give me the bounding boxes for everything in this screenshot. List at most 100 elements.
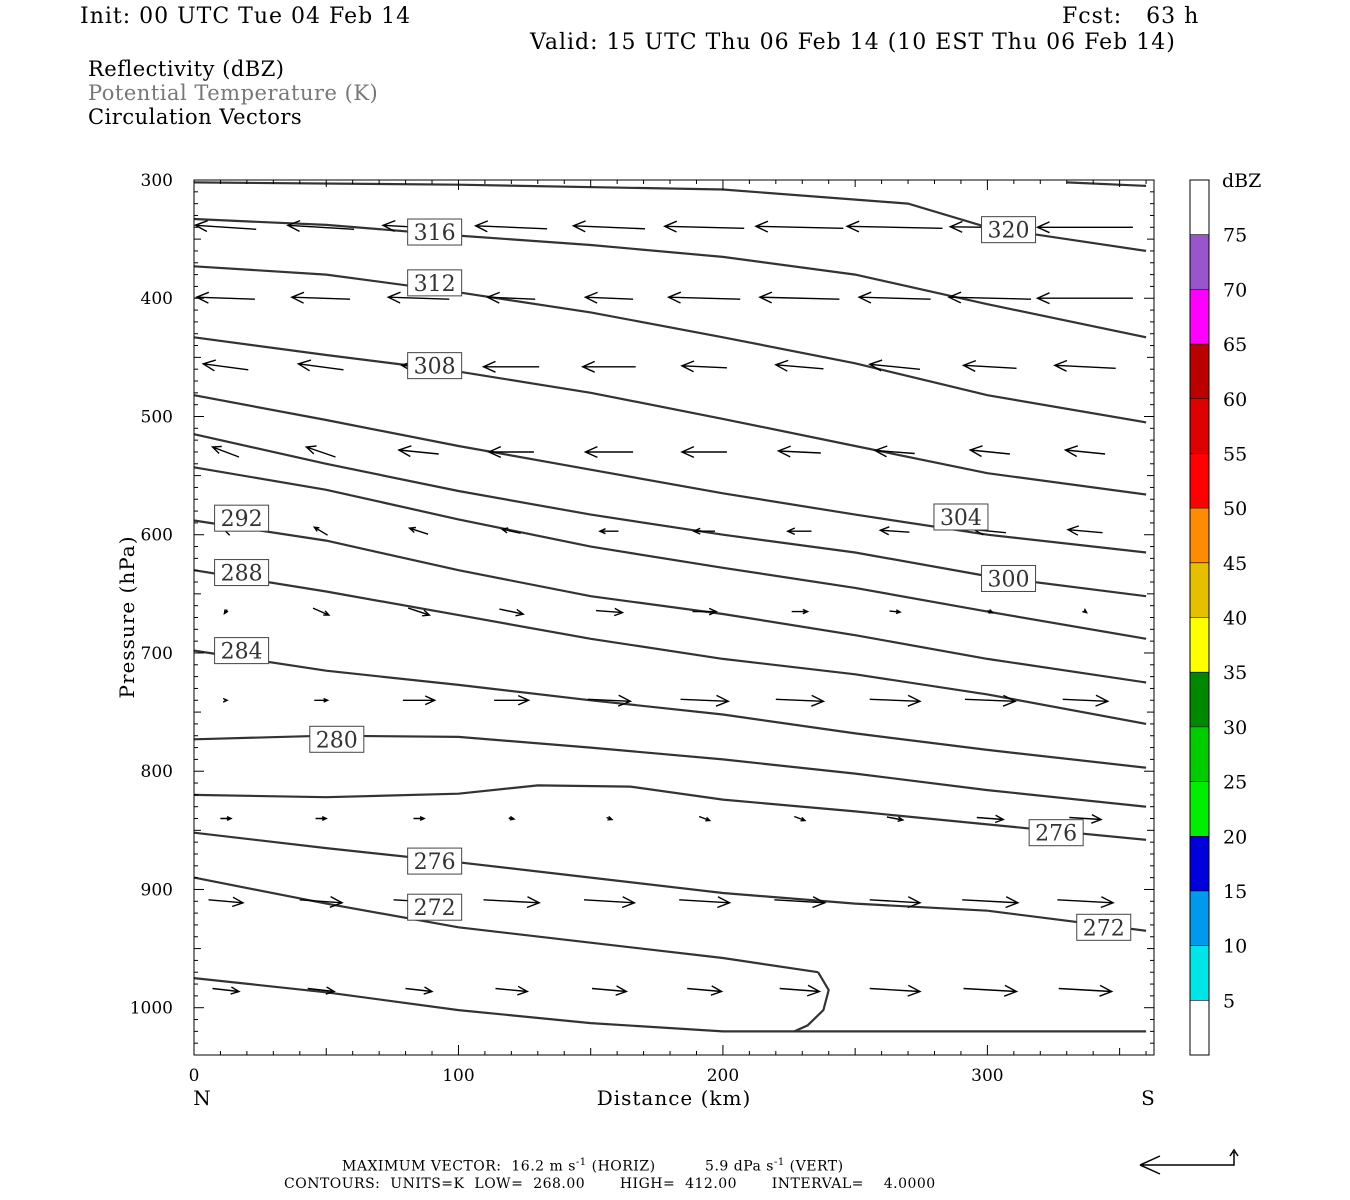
wind-vector [499, 608, 525, 617]
contour-label-text: 292 [221, 507, 263, 532]
y-tick-label: 500 [141, 407, 173, 427]
wind-vector [687, 985, 724, 996]
wind-vector [485, 291, 536, 304]
wind-vector [869, 984, 922, 997]
wind-vector [663, 220, 745, 233]
y-tick-label: 400 [141, 289, 173, 309]
max-vector-exp2: -1 [773, 1157, 785, 1168]
contour-label: 312 [407, 269, 463, 297]
plot-frame [193, 179, 1155, 1056]
wind-vector [208, 896, 245, 908]
wind-vector [976, 814, 1005, 824]
colorbar-level-label: 75 [1223, 225, 1247, 247]
wind-vector [508, 815, 516, 821]
theta-contours [193, 181, 1147, 1033]
contour-label-text: 320 [988, 219, 1030, 244]
x-tick-label: 300 [971, 1066, 1003, 1086]
wind-vector [591, 985, 629, 996]
contour-label-box [214, 637, 270, 665]
theta-contour-line [193, 336, 1147, 496]
colorbar-swatch [1190, 234, 1209, 290]
contour-label: 316 [407, 218, 463, 246]
wind-vector [407, 607, 432, 617]
contour-labels: 272 272 276 276 280 284 288 292 300 304 308 312 316 3… [214, 216, 1132, 941]
wind-vector [483, 896, 541, 909]
colorbar-swatch [1190, 453, 1209, 509]
colorbar-swatch [1190, 617, 1209, 673]
wind-vector [774, 896, 827, 909]
colorbar-swatch [1190, 180, 1209, 235]
colorbar-level-label: 60 [1223, 389, 1247, 411]
colorbar-swatch [1190, 726, 1209, 782]
contour-label: 320 [981, 216, 1037, 244]
wind-vector [307, 986, 336, 995]
max-vector-suffix: (VERT) [784, 1158, 844, 1175]
colorbar-swatch [1190, 672, 1209, 727]
colorbar-level-label: 30 [1223, 717, 1247, 739]
legend-reflectivity: Reflectivity (dBZ) [88, 57, 285, 81]
contour-label: 308 [407, 352, 463, 380]
contour-label-box [1028, 819, 1084, 847]
wind-vector [857, 291, 931, 304]
wind-vector [481, 360, 540, 373]
wind-vector [193, 220, 257, 233]
wind-vector [1063, 445, 1106, 458]
y-ticks: 300 400 500 600 700 800 900 1000 [130, 171, 1154, 1056]
y-tick-label: 900 [141, 880, 173, 900]
wind-vector [1057, 896, 1115, 909]
contour-label-text: 284 [221, 640, 263, 665]
theta-contour-line [193, 519, 1147, 684]
contour-label: 300 [981, 564, 1037, 592]
contour-label: 292 [214, 504, 270, 532]
wind-vector [776, 445, 821, 458]
colorbar-level-label: 45 [1223, 553, 1247, 575]
wind-vector [794, 815, 807, 822]
init-time: Init: 00 UTC Tue 04 Feb 14 [80, 4, 412, 29]
wind-vector [1058, 984, 1114, 997]
wind-vector [889, 609, 902, 615]
max-vector-mid: (HORIZ) 5.9 dPa s [586, 1158, 774, 1175]
contour-label-box [407, 269, 463, 297]
wind-vector [758, 291, 840, 304]
colorbar-swatch [1190, 1000, 1209, 1055]
wind-vector [680, 445, 727, 459]
wind-vector [210, 445, 240, 458]
contour-label: 272 [1076, 913, 1132, 941]
wind-vector [571, 220, 646, 233]
y-tick-label: 600 [141, 526, 173, 546]
reference-vector-arrow [1139, 1148, 1239, 1175]
wind-vector [201, 359, 249, 372]
colorbar-level-label: 65 [1223, 334, 1247, 356]
wind-vector [222, 697, 229, 703]
contour-label-text: 312 [414, 272, 456, 297]
colorbar-swatch [1190, 836, 1209, 891]
wind-vector [405, 986, 434, 995]
contour-label-text: 316 [414, 221, 456, 246]
colorbar-level-label: 40 [1223, 608, 1247, 630]
max-vector-exp: -1 [575, 1157, 587, 1168]
wind-vector [680, 694, 731, 707]
theta-contour-line [793, 971, 830, 1033]
theta-contour-line [193, 217, 1147, 339]
wind-vector [845, 220, 943, 233]
wind-vector [754, 220, 844, 233]
contour-label-text: 300 [988, 567, 1030, 592]
wind-vector [947, 291, 1032, 304]
wind-vector [473, 220, 548, 233]
contour-label-box [214, 504, 270, 532]
colorbar-swatch [1190, 562, 1209, 618]
wind-vector [587, 694, 633, 707]
wind-vector [698, 815, 712, 822]
y-tick-label: 300 [141, 171, 173, 191]
wind-vector [583, 291, 634, 304]
legend-circulation-vectors: Circulation Vectors [88, 105, 303, 129]
contour-label-box [933, 503, 989, 531]
wind-vector [223, 609, 229, 616]
valid-time: Valid: 15 UTC Thu 06 Feb 14 (10 EST Thu … [530, 30, 1176, 55]
contour-label-text: 276 [414, 850, 456, 875]
reference-vector [1139, 1148, 1239, 1175]
wind-vector [312, 526, 328, 536]
wind-vector [598, 528, 619, 535]
wind-vector [963, 984, 1019, 997]
wind-vector [774, 359, 824, 372]
